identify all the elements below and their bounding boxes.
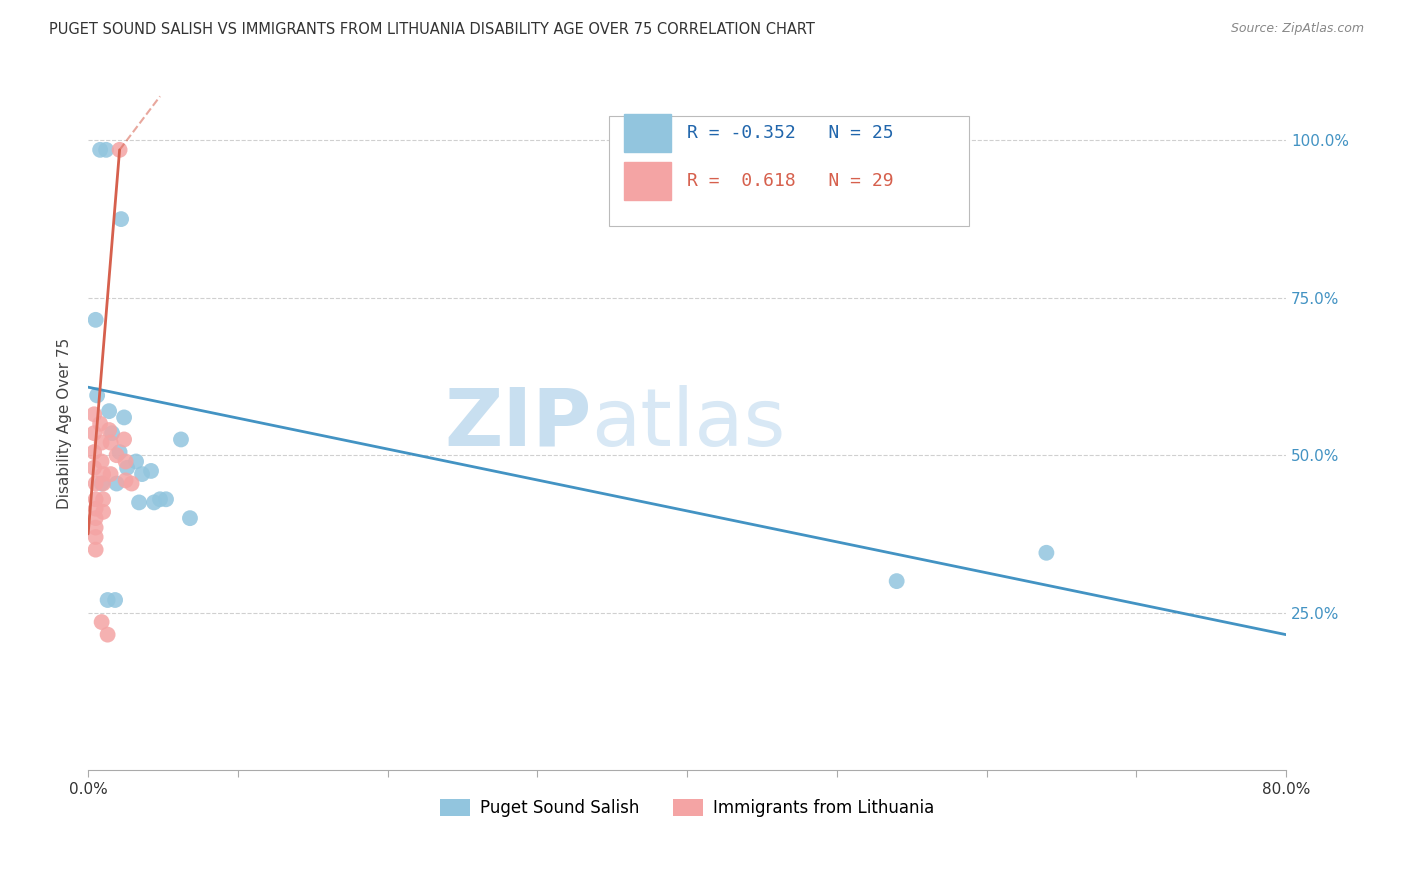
- Point: [83, 445, 105, 459]
- Point: [155, 492, 177, 507]
- Text: atlas: atlas: [592, 384, 786, 463]
- Point: [98, 423, 121, 437]
- Text: Source: ZipAtlas.com: Source: ZipAtlas.com: [1230, 22, 1364, 36]
- Point: [83, 407, 105, 421]
- Point: [98, 404, 121, 418]
- Point: [104, 593, 127, 607]
- Bar: [624, 114, 672, 152]
- Point: [101, 426, 124, 441]
- Text: PUGET SOUND SALISH VS IMMIGRANTS FROM LITHUANIA DISABILITY AGE OVER 75 CORRELATI: PUGET SOUND SALISH VS IMMIGRANTS FROM LI…: [49, 22, 815, 37]
- Point: [125, 454, 148, 468]
- Point: [91, 467, 114, 481]
- Y-axis label: Disability Age Over 75: Disability Age Over 75: [58, 338, 72, 509]
- Point: [170, 433, 193, 447]
- Point: [84, 530, 107, 544]
- Point: [100, 467, 122, 481]
- Point: [91, 476, 114, 491]
- Point: [112, 433, 135, 447]
- Point: [84, 476, 107, 491]
- Point: [89, 417, 111, 431]
- Point: [91, 492, 114, 507]
- Point: [84, 511, 107, 525]
- Point: [121, 476, 143, 491]
- Point: [886, 574, 908, 588]
- Point: [84, 313, 107, 327]
- Point: [97, 593, 120, 607]
- Point: [1035, 546, 1057, 560]
- Point: [108, 143, 131, 157]
- FancyBboxPatch shape: [609, 116, 969, 227]
- Text: R =  0.618   N = 29: R = 0.618 N = 29: [688, 172, 894, 190]
- Point: [179, 511, 201, 525]
- Point: [114, 474, 136, 488]
- Point: [108, 445, 131, 459]
- Point: [84, 542, 107, 557]
- Point: [84, 492, 107, 507]
- Point: [86, 388, 108, 402]
- Point: [97, 627, 120, 641]
- Point: [90, 615, 112, 629]
- Point: [90, 435, 112, 450]
- Point: [110, 212, 132, 227]
- Point: [128, 495, 150, 509]
- Point: [139, 464, 162, 478]
- Point: [90, 476, 112, 491]
- Point: [91, 505, 114, 519]
- Point: [90, 454, 112, 468]
- Point: [105, 476, 128, 491]
- Point: [83, 460, 105, 475]
- Legend: Puget Sound Salish, Immigrants from Lithuania: Puget Sound Salish, Immigrants from Lith…: [433, 792, 941, 824]
- Point: [84, 520, 107, 534]
- Point: [112, 410, 135, 425]
- Point: [114, 454, 136, 468]
- Text: R = -0.352   N = 25: R = -0.352 N = 25: [688, 124, 894, 142]
- Text: ZIP: ZIP: [444, 384, 592, 463]
- Point: [149, 492, 172, 507]
- Point: [143, 495, 166, 509]
- Point: [115, 460, 138, 475]
- Point: [131, 467, 153, 481]
- Point: [94, 143, 117, 157]
- Point: [83, 426, 105, 441]
- Bar: [624, 162, 672, 201]
- Point: [84, 501, 107, 516]
- Point: [105, 448, 128, 462]
- Point: [100, 435, 122, 450]
- Point: [89, 143, 111, 157]
